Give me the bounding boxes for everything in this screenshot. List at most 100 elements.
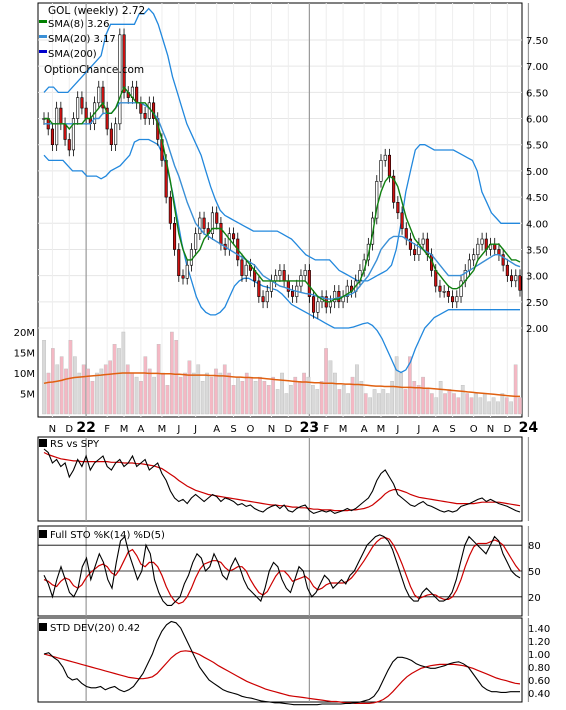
std-line bbox=[43, 620, 520, 706]
std-label: STD DEV(20) 0.42 bbox=[50, 623, 140, 634]
x-axis-label: F bbox=[323, 424, 329, 435]
candle-body bbox=[311, 296, 316, 313]
volume-bar bbox=[46, 372, 51, 415]
volume-bar bbox=[130, 372, 134, 415]
candle bbox=[392, 169, 396, 209]
volume-bar bbox=[165, 385, 170, 415]
x-axis-label: A bbox=[432, 424, 439, 435]
chart-title: GOL (weekly) 2.72 bbox=[48, 5, 145, 17]
volume-bar bbox=[95, 372, 99, 415]
rs-average-line bbox=[43, 451, 521, 512]
volume-tick-label: 10M bbox=[14, 369, 35, 380]
volume-bar bbox=[496, 401, 500, 415]
volume-bar bbox=[438, 381, 443, 415]
candle bbox=[450, 290, 455, 309]
candle-body bbox=[400, 212, 404, 229]
volume-bar bbox=[518, 397, 522, 415]
candle bbox=[442, 285, 446, 298]
price-tick-label: 6.50 bbox=[526, 88, 548, 99]
volume-bar bbox=[412, 381, 417, 415]
candle bbox=[194, 227, 198, 256]
candle-body bbox=[194, 233, 198, 250]
candle-body bbox=[518, 275, 522, 291]
candle bbox=[114, 117, 118, 152]
candle-body bbox=[505, 264, 509, 277]
volume-bar bbox=[196, 364, 201, 415]
price-tick-label: 2.00 bbox=[526, 324, 548, 335]
volume-bar bbox=[258, 376, 262, 415]
sto-panel: 80 50 20 Full STO %K(14) %D(5) bbox=[37, 525, 541, 617]
candle-body bbox=[173, 223, 177, 250]
candle-body bbox=[278, 270, 282, 276]
candle-body bbox=[139, 102, 143, 114]
volume-bar bbox=[169, 331, 174, 415]
volume-bar bbox=[372, 389, 377, 415]
candle bbox=[408, 232, 413, 256]
candle bbox=[173, 216, 177, 256]
volume-bar bbox=[156, 344, 161, 415]
candle bbox=[505, 258, 509, 282]
volume-bar bbox=[125, 364, 130, 415]
volume-bar bbox=[513, 364, 518, 415]
volume-bar bbox=[491, 397, 496, 415]
x-axis-label: 24 bbox=[519, 420, 539, 436]
candle-body bbox=[472, 254, 476, 261]
std-tick-label: 0.60 bbox=[528, 676, 550, 687]
price-tick-label: 3.50 bbox=[526, 245, 548, 256]
candle bbox=[244, 258, 248, 282]
volume-bar bbox=[399, 372, 403, 415]
candle-body bbox=[514, 275, 518, 282]
candle bbox=[290, 285, 295, 303]
candle-body bbox=[105, 107, 109, 130]
volume-bar bbox=[306, 376, 311, 415]
candle bbox=[396, 196, 400, 220]
volume-bar bbox=[275, 389, 280, 415]
std-tick-label: 1.00 bbox=[528, 650, 550, 661]
volume-bar bbox=[205, 372, 209, 415]
candle-body bbox=[501, 254, 505, 266]
candle bbox=[76, 91, 80, 125]
volume-bar bbox=[161, 372, 165, 415]
volume-bar bbox=[504, 397, 509, 415]
volume-bar bbox=[191, 372, 196, 415]
volume-bar bbox=[244, 372, 249, 415]
candle bbox=[210, 206, 214, 241]
x-axis-label: M bbox=[339, 424, 348, 435]
volume-bar bbox=[143, 356, 148, 415]
candle-body bbox=[493, 243, 497, 250]
volume-bar bbox=[469, 397, 474, 415]
candle-body bbox=[316, 301, 320, 313]
candle-body bbox=[497, 249, 501, 255]
candle-body bbox=[240, 259, 244, 276]
candle-body bbox=[345, 285, 349, 297]
volume-bar bbox=[465, 393, 469, 415]
candle-body bbox=[202, 217, 206, 229]
candle-body bbox=[185, 264, 189, 279]
candle bbox=[278, 264, 282, 282]
volume-bar bbox=[262, 381, 267, 415]
volume-bar bbox=[240, 381, 245, 415]
candle-body bbox=[438, 285, 442, 292]
volume-bar bbox=[64, 368, 68, 415]
candle-body bbox=[467, 259, 472, 271]
candle-body bbox=[421, 238, 425, 245]
candle bbox=[400, 206, 404, 235]
volume-bar bbox=[139, 381, 143, 415]
x-axis-label: O bbox=[246, 424, 254, 435]
volume-bar bbox=[147, 368, 152, 415]
volume-bar bbox=[86, 368, 90, 415]
volume-bar bbox=[266, 385, 271, 415]
volume-bar bbox=[103, 364, 108, 415]
sto-d-line bbox=[43, 536, 521, 605]
volume-bar bbox=[350, 376, 355, 415]
volume-bar bbox=[271, 376, 275, 415]
candle bbox=[333, 285, 337, 309]
x-axis-label: M bbox=[158, 424, 167, 435]
sto-tick-label: 80 bbox=[528, 541, 541, 552]
bollinger-lower-band bbox=[43, 138, 520, 374]
volume-bar bbox=[218, 372, 223, 415]
candle bbox=[446, 285, 450, 303]
candle-body bbox=[307, 270, 311, 297]
volume-bar bbox=[253, 381, 258, 415]
candle bbox=[413, 243, 417, 261]
